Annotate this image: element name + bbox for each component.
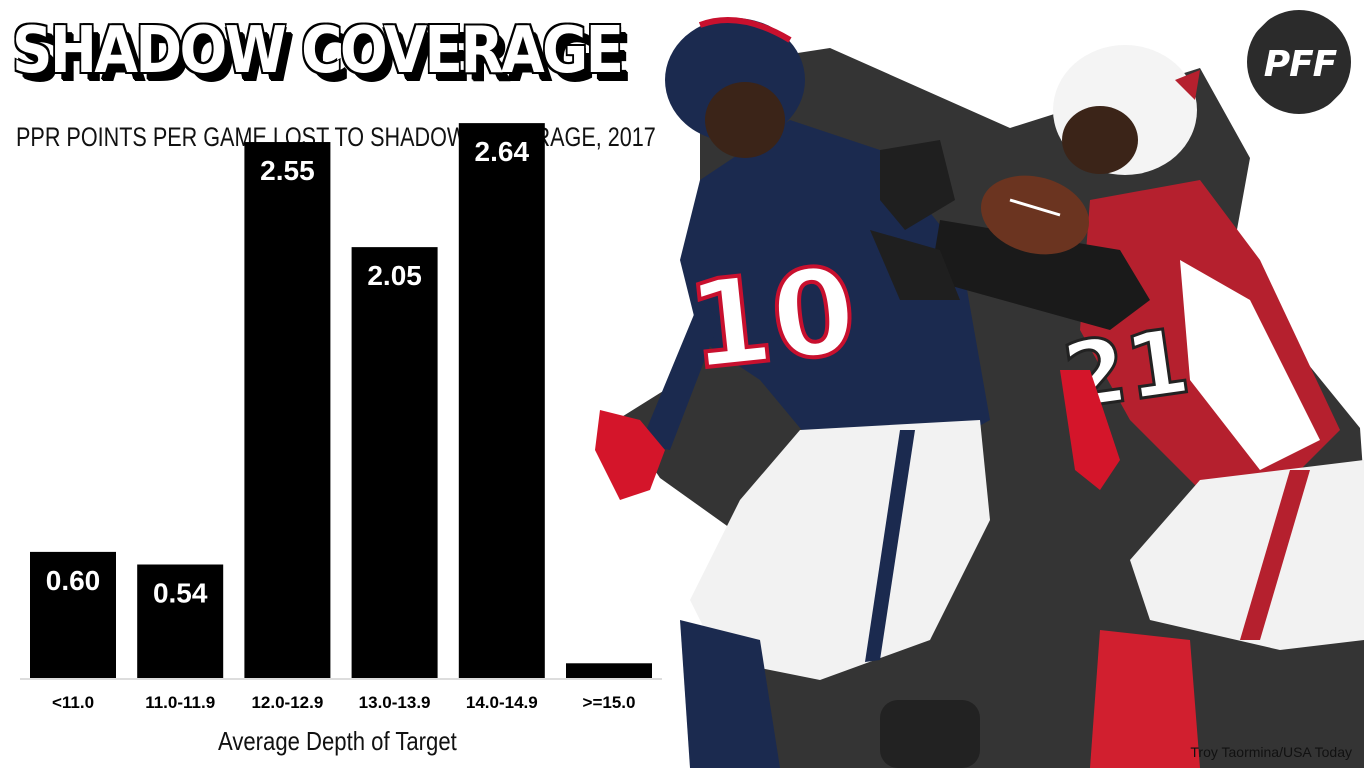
cardinals-sock <box>1090 630 1200 768</box>
texans-pants-stripe <box>865 430 915 662</box>
cardinals-pants-stripe <box>1240 470 1310 640</box>
cardinals-pants <box>1130 460 1364 650</box>
football <box>980 175 1090 255</box>
texans-face <box>705 82 785 158</box>
x-tick-label: <11.0 <box>52 693 94 712</box>
bar-value-label: 2.05 <box>367 260 422 291</box>
bar-value-label: 0.60 <box>46 565 101 596</box>
cardinals-glove <box>880 140 955 230</box>
players-photo: 10 21 <box>595 17 1364 768</box>
x-tick-label: >=15.0 <box>583 693 636 712</box>
texans-glove-left <box>595 410 665 500</box>
bar-1 <box>137 564 224 678</box>
bar-3 <box>351 247 438 679</box>
x-axis-ticks: <11.0 11.0-11.9 12.0-12.9 13.0-13.9 14.0-14.… <box>52 693 636 712</box>
texans-glove-right <box>870 230 960 300</box>
chart-subtitle: PPR POINTS PER GAME LOST TO SHADOW COVER… <box>16 122 656 152</box>
bar-chart: 0.60 0.54 2.55 2.05 2.64 0.07 <11.0 11.0-11.9 1… <box>20 123 662 712</box>
jersey-number-left: 10 <box>682 242 863 398</box>
texans-arm-left <box>640 300 720 450</box>
cardinals-arm <box>930 220 1150 330</box>
bar-2 <box>244 142 331 678</box>
texans-shoe <box>880 700 980 768</box>
jersey-number-right: 21 <box>1057 309 1196 430</box>
x-tick-label: 12.0-12.9 <box>251 693 323 712</box>
bars: 0.60 0.54 2.55 2.05 2.64 0.07 <box>30 123 652 707</box>
photo-credit: Troy Taormina/USA Today <box>1190 744 1352 760</box>
cardinals-face <box>1062 106 1138 174</box>
pff-logo <box>1247 10 1351 114</box>
x-tick-label: 14.0-14.9 <box>466 693 538 712</box>
texans-pants <box>690 420 990 680</box>
x-tick-label: 11.0-11.9 <box>145 693 215 712</box>
cardinals-jersey-panel <box>1180 260 1320 470</box>
texans-sock <box>680 620 780 768</box>
x-tick-label: 13.0-13.9 <box>359 693 431 712</box>
bar-value-label: 0.54 <box>153 578 208 609</box>
cardinals-helmet-logo <box>1175 70 1200 100</box>
pff-logo-text: PFF <box>1263 44 1338 85</box>
x-axis-title: Average Depth of Target <box>218 726 457 756</box>
bar-value-label: 0.07 <box>582 676 637 707</box>
chart-title: SHADOW COVERAGE <box>12 14 624 88</box>
bar-0 <box>30 551 116 678</box>
bar-5 <box>566 663 652 678</box>
bar-4 <box>458 123 545 679</box>
cardinals-glove-red <box>1060 370 1120 490</box>
texans-helmet-stripe <box>698 17 792 43</box>
bar-value-label: 2.64 <box>475 136 530 167</box>
bar-value-label: 2.55 <box>260 155 315 186</box>
football-laces <box>1009 198 1061 217</box>
